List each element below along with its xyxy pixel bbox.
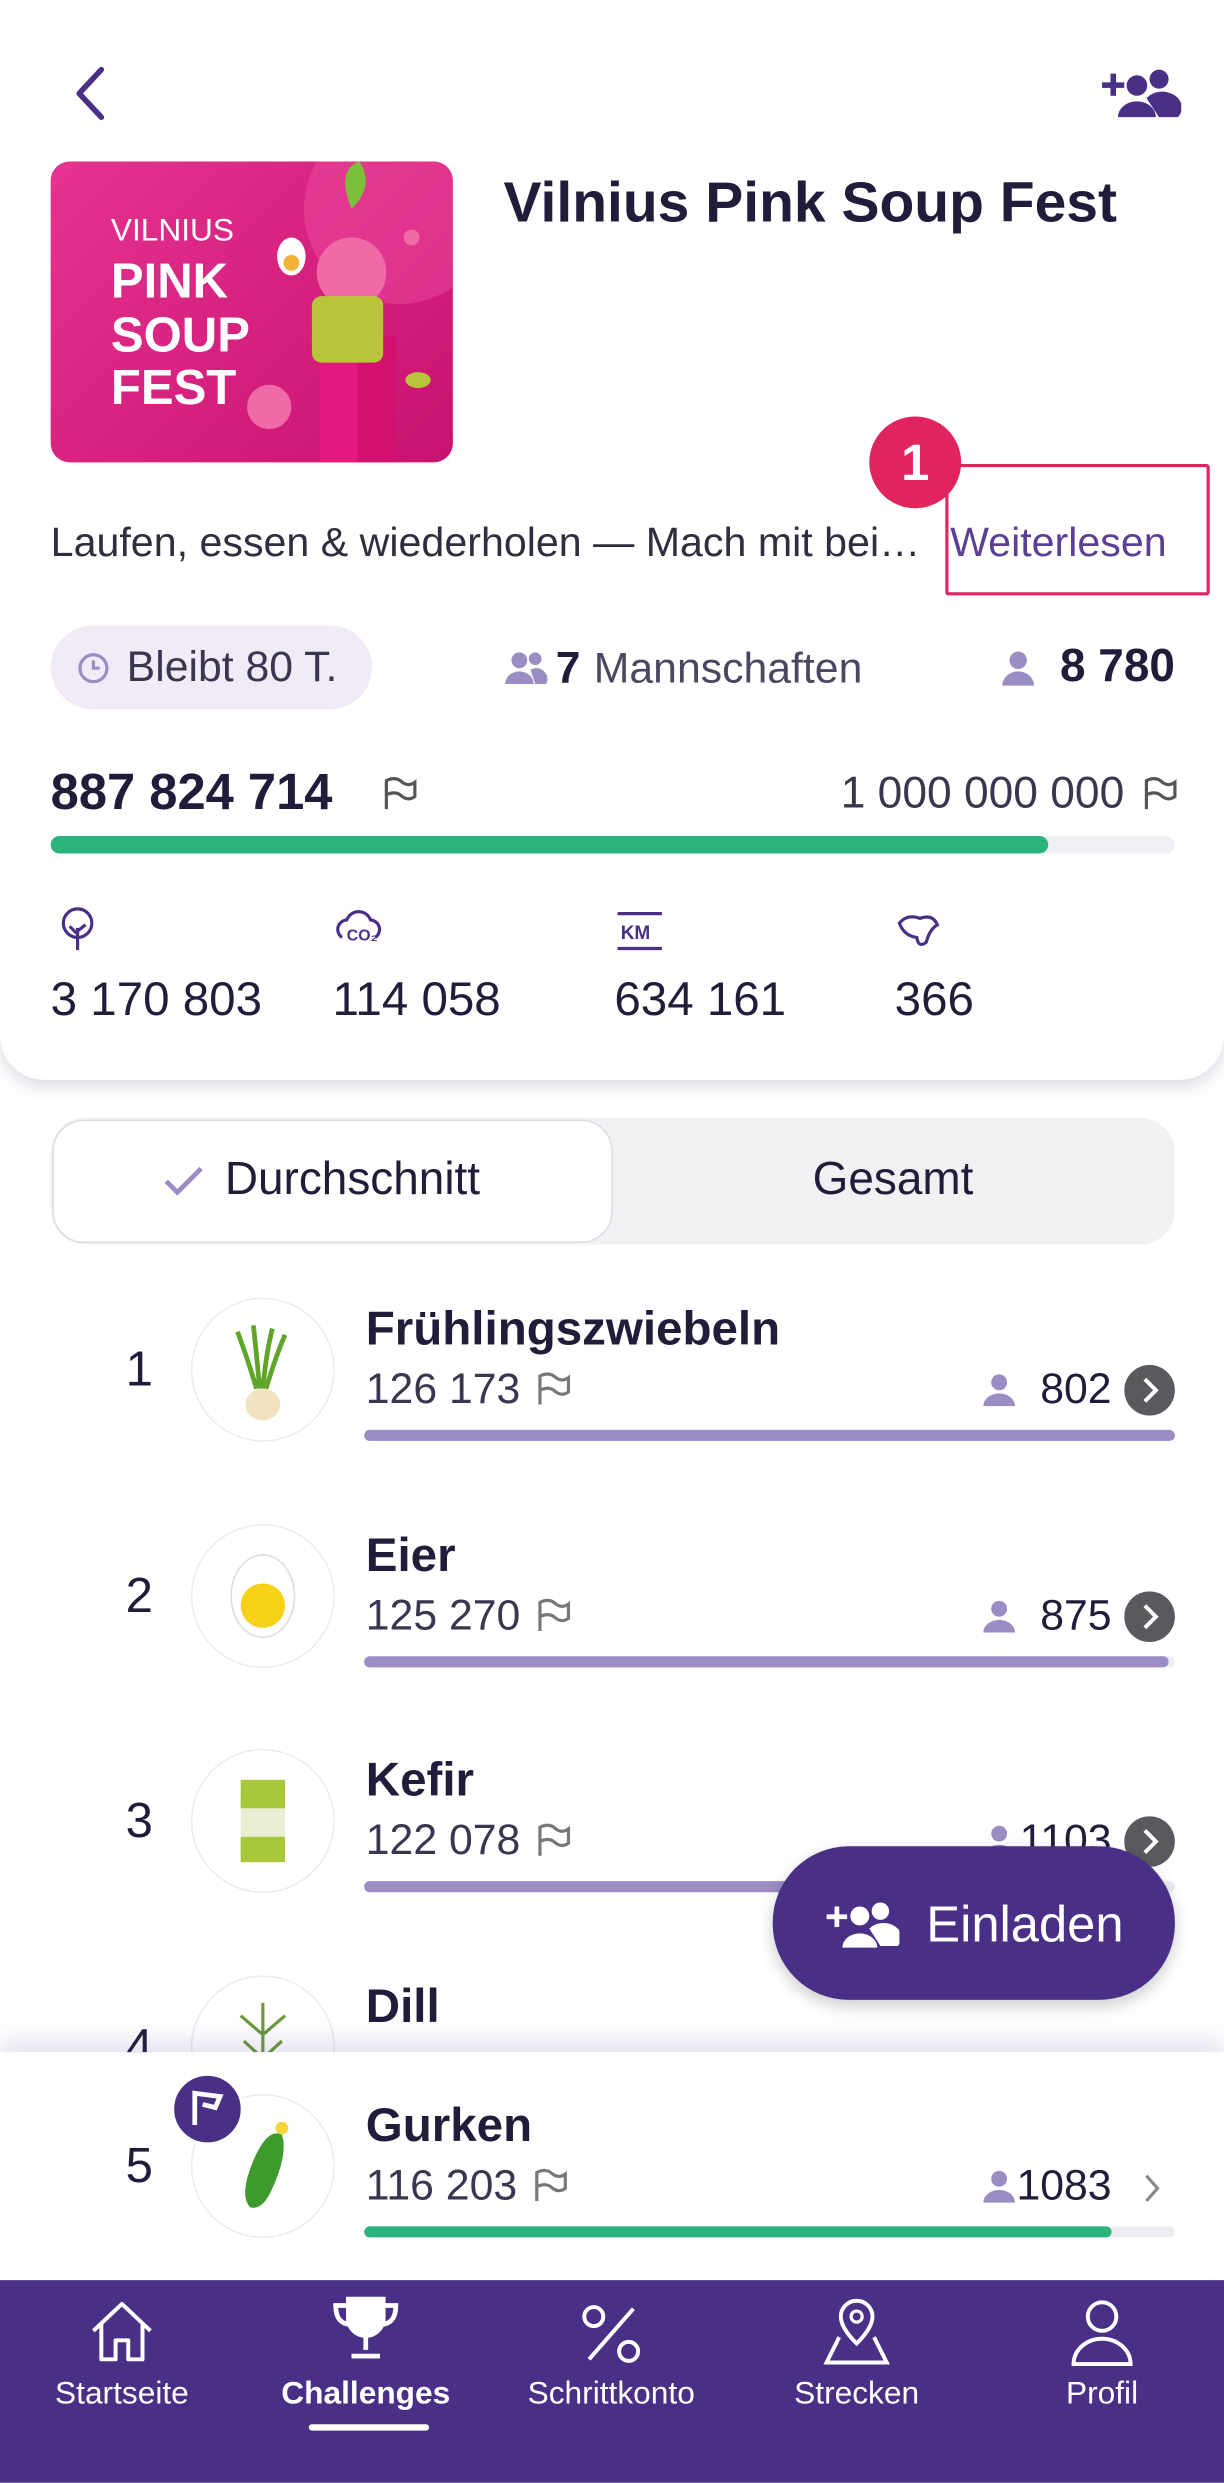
- nav-label[interactable]: Challenges: [281, 2376, 451, 2412]
- svg-text:CO₂: CO₂: [347, 928, 378, 945]
- progress-goal: 1 000 000 000: [840, 767, 1125, 818]
- banner-image: VILNIUS PINK SOUP FEST: [50, 161, 453, 463]
- team-bar: [364, 1881, 1149, 1893]
- annotation-badge: 1: [869, 416, 962, 509]
- percent-icon[interactable]: [576, 2299, 646, 2369]
- svg-text:KM: KM: [621, 923, 651, 944]
- back-button[interactable]: [63, 63, 114, 123]
- participants-count: 8 780: [1059, 641, 1175, 692]
- progress-track: [50, 836, 1175, 854]
- bottom-nav: Startseite Challenges Schrittkonto Strecken…: [0, 2280, 1224, 2483]
- team-name[interactable]: Eier: [365, 1529, 456, 1582]
- home-icon[interactable]: [86, 2296, 159, 2366]
- team-name[interactable]: Kefir: [365, 1754, 475, 1807]
- nav-label[interactable]: Startseite: [55, 2376, 189, 2412]
- active-indicator: [308, 2424, 430, 2431]
- teams-label: Mannschaften: [593, 644, 863, 692]
- progress-current: 887 824 714: [50, 763, 333, 821]
- flag-icon: [538, 1823, 571, 1856]
- flag-icon: [1144, 777, 1177, 810]
- rank: 1: [125, 1341, 153, 1397]
- nav-label[interactable]: Schrittkonto: [527, 2376, 695, 2412]
- team-name[interactable]: Dill: [365, 1980, 440, 2034]
- read-more-link[interactable]: Weiterlesen: [950, 517, 1167, 566]
- team-arrow[interactable]: [1124, 1364, 1175, 1416]
- team-bar-track: [364, 1656, 1175, 1668]
- banner-text: SOUP: [110, 307, 250, 363]
- metric-regions: 366: [894, 973, 974, 1027]
- banner-text: PINK: [110, 253, 229, 309]
- remaining-pill: [50, 625, 373, 710]
- invite-button[interactable]: Einladen: [772, 1846, 1175, 2000]
- teams-icon: [505, 652, 548, 685]
- nav-label[interactable]: Strecken: [794, 2376, 920, 2412]
- km-icon: KM: [617, 912, 662, 951]
- team-bar: [364, 1656, 1170, 1668]
- my-team-panel: [0, 2052, 1224, 2281]
- team-bar: [364, 1429, 1175, 1441]
- remaining-time: Bleibt 80 T.: [126, 642, 338, 691]
- team-score: 125 270: [365, 1591, 521, 1639]
- rank: 2: [125, 1567, 153, 1624]
- tab-label[interactable]: Gesamt: [812, 1154, 974, 1205]
- team-avatar: [190, 1297, 335, 1442]
- flag-icon: [538, 1598, 571, 1631]
- team-bar-track: [364, 1881, 1175, 1893]
- progress-fill: [50, 836, 1049, 854]
- banner-text: VILNIUS: [110, 213, 235, 249]
- add-member-icon[interactable]: [1099, 63, 1182, 123]
- metric-km: 634 161: [614, 973, 787, 1027]
- description: Laufen, essen & wiederholen — Mach mit b…: [50, 517, 921, 566]
- members-icon: [983, 1374, 1015, 1407]
- banner-text: FEST: [110, 359, 237, 415]
- members-icon: [983, 1600, 1015, 1633]
- team-members: 875: [1040, 1591, 1112, 1639]
- annotation-box: [945, 463, 1210, 596]
- team-avatar: [190, 1524, 335, 1669]
- metric-trees: 3 170 803: [50, 973, 263, 1027]
- team-members: 802: [1040, 1364, 1112, 1413]
- clock-icon: [78, 653, 109, 684]
- team-score: 122 078: [365, 1816, 521, 1864]
- metric-co2: 114 058: [332, 973, 501, 1027]
- rank: 3: [125, 1792, 153, 1848]
- invite-icon: [826, 1902, 900, 1948]
- route-icon[interactable]: [820, 2296, 893, 2369]
- region-icon: [897, 915, 940, 947]
- invite-label[interactable]: Einladen: [926, 1895, 1124, 1953]
- trophy-icon[interactable]: [329, 2293, 402, 2366]
- co2-icon: CO₂: [336, 910, 382, 945]
- team-name[interactable]: Frühlingszwiebeln: [365, 1303, 781, 1356]
- tab-label[interactable]: Durchschnitt: [224, 1154, 481, 1205]
- team-avatar: [190, 1748, 335, 1894]
- team-bar-track: [364, 1429, 1175, 1441]
- flag-icon: [538, 1372, 571, 1405]
- profile-icon[interactable]: [1067, 2296, 1137, 2369]
- challenge-title: Vilnius Pink Soup Fest: [503, 169, 1117, 235]
- tree-icon: [61, 907, 94, 951]
- check-icon: [164, 1166, 203, 1196]
- team-arrow[interactable]: [1124, 1591, 1175, 1643]
- participants-icon: [1002, 651, 1034, 686]
- team-arrow[interactable]: [1124, 1816, 1175, 1867]
- flag-icon: [384, 777, 417, 810]
- nav-label[interactable]: Profil: [1065, 2376, 1139, 2412]
- teams-count: 7: [555, 642, 581, 692]
- team-score: 126 173: [365, 1364, 521, 1413]
- tab-active[interactable]: [52, 1119, 613, 1244]
